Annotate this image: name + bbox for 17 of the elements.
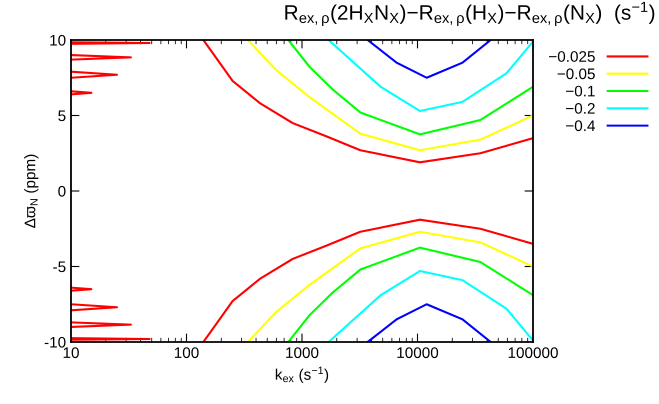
legend-label: −0.2 <box>566 102 595 114</box>
legend-label: −0.05 <box>558 68 595 80</box>
y-tick-label: 0 <box>58 186 66 197</box>
legend-label: −0.4 <box>566 120 596 132</box>
x-tick-label: 100 <box>174 347 199 358</box>
chart-title: R$_{ex,ρ}$(2H$_{X}$N$_{X}$)−R$_{ex,ρ}$(H$_{X}$)−R$_{ex,ρ}$(N$_{X}$) (s$^{−1}$) <box>285 2 654 26</box>
legend-label: −0.1 <box>566 86 595 97</box>
x-tick-label: 100000 <box>508 347 558 358</box>
y-tick-label: 10 <box>50 34 66 46</box>
x-tick-label: 1000 <box>286 347 318 358</box>
x-axis-title: k$_{ex}$ (s$^{−1}$) <box>276 366 328 383</box>
y-tick-label: 5 <box>58 110 66 122</box>
y-tick-label: -5 <box>53 262 66 272</box>
x-tick-label: 10000 <box>397 347 438 358</box>
y-tick-label: -10 <box>44 336 66 348</box>
legend-label: −0.025 <box>549 51 595 62</box>
y-axis-title: Δϖ$_{N}$ (ppm) <box>24 154 38 228</box>
